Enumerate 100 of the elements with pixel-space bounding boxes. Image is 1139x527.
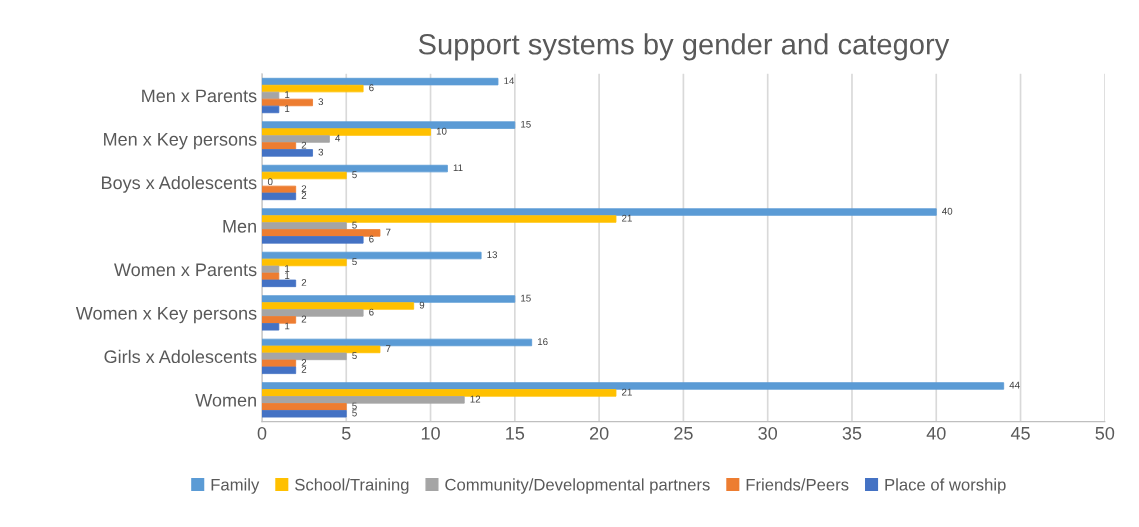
y-tick-label: Boys x Adolescents (102, 175, 257, 193)
bar (261, 135, 330, 143)
legend-label: School/Training (295, 478, 409, 494)
bar (261, 84, 364, 93)
data-label: 6 (369, 84, 374, 92)
data-label: 5 (352, 352, 357, 359)
data-label: 1 (285, 272, 290, 279)
bar (261, 382, 1005, 390)
data-label: 7 (386, 228, 391, 236)
x-tick-label: 35 (842, 426, 862, 440)
bar (261, 352, 347, 361)
data-label: 2 (301, 366, 307, 373)
bar (261, 410, 347, 418)
bar (261, 345, 381, 354)
y-tick-label: Women (195, 393, 256, 407)
data-label: 2 (301, 359, 307, 366)
bar (261, 215, 617, 223)
data-label: 15 (521, 294, 531, 302)
data-label: 21 (622, 214, 632, 222)
bar (261, 323, 280, 331)
x-tick-label: 20 (589, 426, 609, 440)
data-label: 3 (318, 148, 324, 156)
bar (261, 128, 431, 136)
data-label: 13 (487, 251, 498, 259)
bar (261, 403, 347, 411)
bar (261, 251, 482, 260)
bar (261, 279, 297, 288)
data-label: 44 (1009, 381, 1020, 389)
data-label: 2 (301, 192, 307, 199)
bar (261, 171, 347, 180)
bar (261, 309, 364, 317)
data-label: 11 (453, 164, 463, 172)
bar (261, 142, 297, 150)
legend-label: Community/Developmental partners (445, 478, 710, 494)
data-label: 0 (267, 178, 273, 186)
x-tick-label: 45 (1010, 427, 1030, 440)
data-label: 1 (285, 91, 290, 99)
bar (261, 229, 381, 237)
bar (261, 389, 617, 397)
data-label: 6 (369, 308, 374, 316)
bar (261, 258, 347, 267)
data-label: 3 (318, 98, 324, 106)
data-label: 2 (301, 185, 307, 192)
x-tick-label: 0 (257, 426, 267, 440)
x-tick-label: 5 (341, 427, 351, 440)
bar (261, 265, 280, 274)
bar (261, 105, 280, 114)
data-label: 2 (301, 141, 307, 149)
y-tick-label: Women x Parents (114, 263, 257, 277)
y-tick-label: Men (223, 220, 256, 233)
data-label: 2 (301, 315, 307, 323)
bar (261, 359, 297, 368)
data-label: 21 (622, 388, 632, 396)
x-tick-label: 15 (506, 427, 525, 440)
legend-label: Family (211, 478, 260, 494)
data-label: 6 (369, 235, 374, 243)
data-label: 1 (285, 322, 290, 330)
bar (261, 222, 347, 230)
data-label: 12 (470, 395, 481, 403)
bar (261, 149, 313, 157)
data-label: 4 (335, 134, 341, 142)
data-label: 16 (537, 338, 548, 346)
data-label: 7 (386, 345, 391, 352)
x-tick-label: 30 (758, 426, 778, 440)
data-label: 5 (352, 221, 357, 229)
data-label: 14 (504, 77, 515, 85)
bar (261, 91, 280, 100)
bar (261, 316, 297, 324)
legend-label: Friends/Peers (746, 478, 849, 491)
bar (261, 77, 499, 86)
x-tick-label: 50 (1095, 426, 1115, 440)
bar (261, 192, 297, 201)
data-label: 15 (521, 120, 531, 128)
bar (261, 396, 465, 404)
y-tick-label: Men x Parents (142, 89, 257, 103)
bar (261, 272, 280, 281)
x-tick-label: 40 (926, 426, 946, 440)
bar (261, 208, 937, 216)
chart-title: Support systems by gender and category (418, 33, 950, 61)
data-label: 2 (301, 279, 307, 286)
x-tick-label: 10 (421, 426, 440, 440)
data-label: 1 (285, 265, 290, 272)
bar (261, 121, 516, 129)
data-label: 1 (285, 105, 290, 112)
data-label: 10 (436, 127, 447, 135)
y-tick-label: Women x Key persons (75, 307, 257, 324)
bar (261, 185, 297, 194)
bar (261, 302, 415, 310)
data-label: 9 (419, 301, 425, 309)
bar (261, 295, 516, 303)
x-tick-label: 25 (674, 426, 693, 440)
y-tick-label: Girls x Adolescents (104, 349, 257, 364)
bar (261, 236, 364, 244)
data-label: 5 (352, 409, 357, 417)
data-label: 5 (352, 402, 357, 410)
data-label: 5 (352, 258, 357, 266)
legend-label: Place of worship (885, 478, 1006, 494)
data-label: 5 (352, 171, 357, 179)
bar (261, 366, 297, 375)
bar (261, 164, 448, 173)
